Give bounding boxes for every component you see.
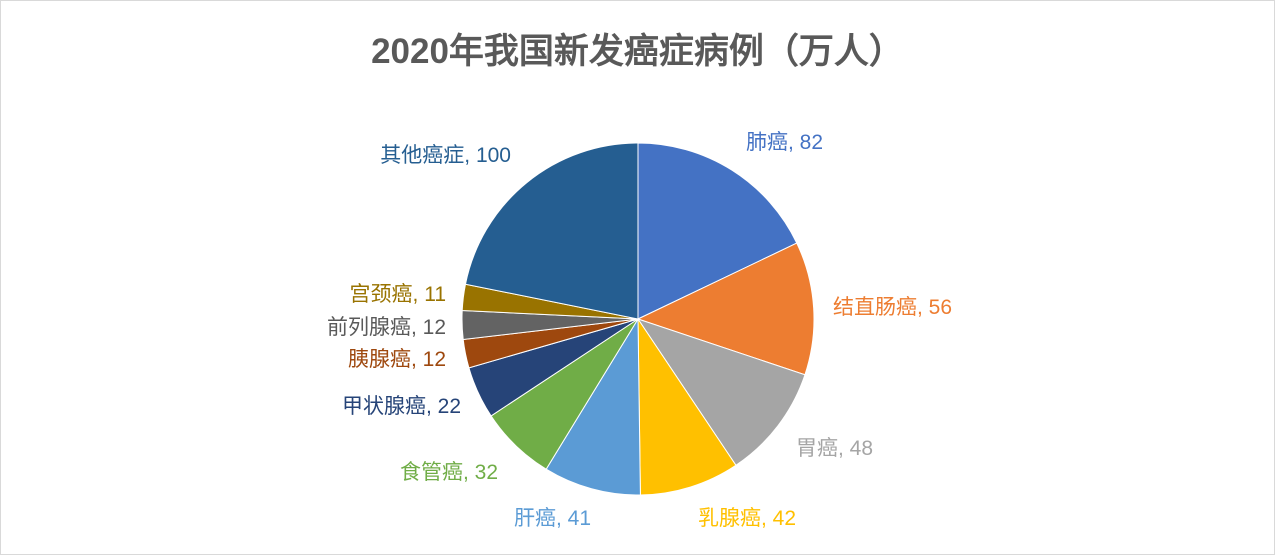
data-label-8: 胰腺癌, 12: [348, 348, 446, 371]
pie-slice-2: [636, 242, 815, 376]
data-label-7: 甲状腺癌, 22: [342, 395, 461, 418]
pie-slice-1: [637, 142, 798, 320]
data-label-6: 食管癌, 32: [400, 461, 498, 484]
data-label-11: 其他癌症, 100: [380, 144, 511, 167]
data-label-5: 肝癌, 41: [514, 507, 591, 530]
data-label-10: 宫颈癌, 11: [350, 283, 446, 306]
data-label-1: 肺癌, 82: [746, 131, 823, 154]
pie-slice-5: [545, 317, 641, 496]
pie-slice-4: [637, 317, 737, 496]
data-label-9: 前列腺癌, 12: [327, 316, 446, 339]
pie-slice-11: [464, 142, 639, 320]
pie-slice-3: [636, 318, 806, 466]
data-label-2: 结直肠癌, 56: [833, 296, 952, 319]
data-label-3: 胃癌, 48: [796, 437, 873, 460]
chart-title: 2020年我国新发癌症病例（万人）: [371, 32, 904, 71]
data-label-4: 乳腺癌, 42: [698, 507, 796, 530]
